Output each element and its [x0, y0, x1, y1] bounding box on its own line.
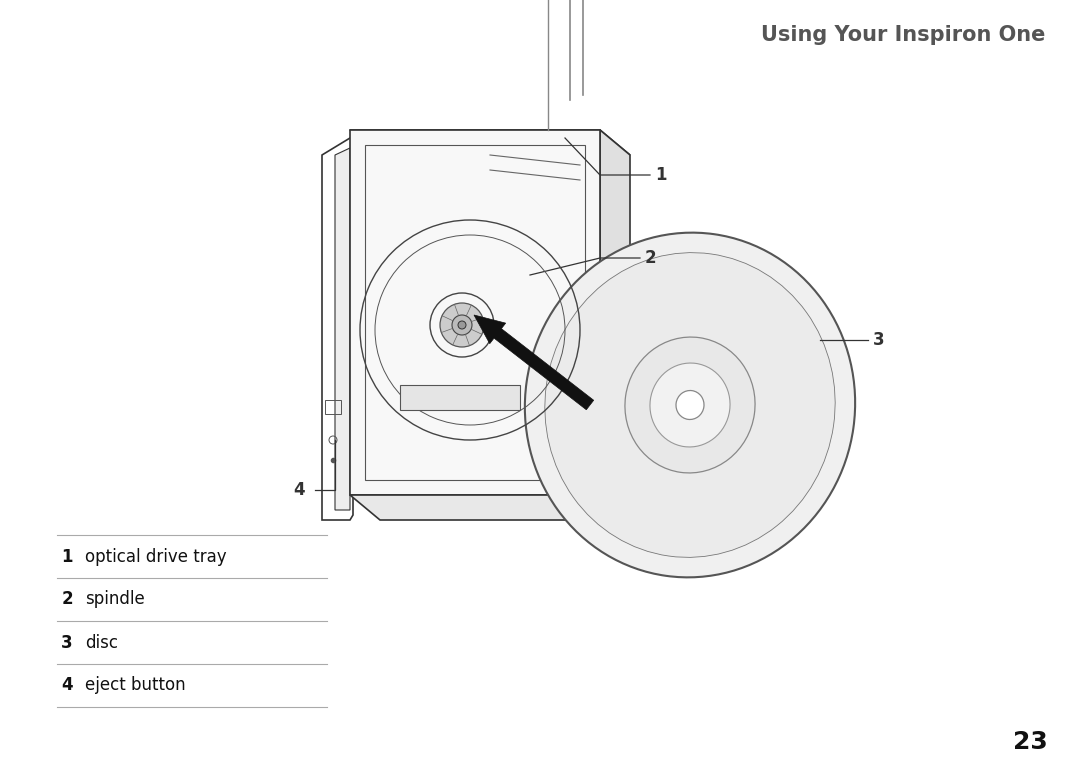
Circle shape — [458, 321, 465, 329]
Text: Using Your Inspiron One: Using Your Inspiron One — [760, 25, 1045, 45]
Text: 1: 1 — [654, 166, 666, 184]
Circle shape — [440, 303, 484, 347]
Circle shape — [453, 315, 472, 335]
Text: 3: 3 — [873, 331, 885, 349]
Ellipse shape — [650, 363, 730, 447]
Text: eject button: eject button — [85, 676, 186, 695]
Text: 23: 23 — [1013, 730, 1048, 754]
Ellipse shape — [676, 391, 704, 420]
Polygon shape — [474, 315, 594, 410]
Polygon shape — [350, 495, 630, 520]
Text: 3: 3 — [62, 633, 72, 652]
Text: optical drive tray: optical drive tray — [85, 548, 227, 565]
Text: 2: 2 — [645, 249, 657, 267]
Ellipse shape — [625, 337, 755, 473]
Text: disc: disc — [85, 633, 118, 652]
Text: 2: 2 — [62, 591, 72, 608]
Text: spindle: spindle — [85, 591, 145, 608]
Polygon shape — [350, 130, 630, 155]
Polygon shape — [335, 148, 350, 510]
Text: 4: 4 — [294, 481, 305, 499]
Polygon shape — [400, 385, 519, 410]
Polygon shape — [350, 130, 600, 495]
Polygon shape — [600, 130, 630, 520]
Ellipse shape — [525, 233, 855, 578]
Text: 1: 1 — [62, 548, 72, 565]
Text: 4: 4 — [62, 676, 72, 695]
Ellipse shape — [544, 253, 835, 558]
